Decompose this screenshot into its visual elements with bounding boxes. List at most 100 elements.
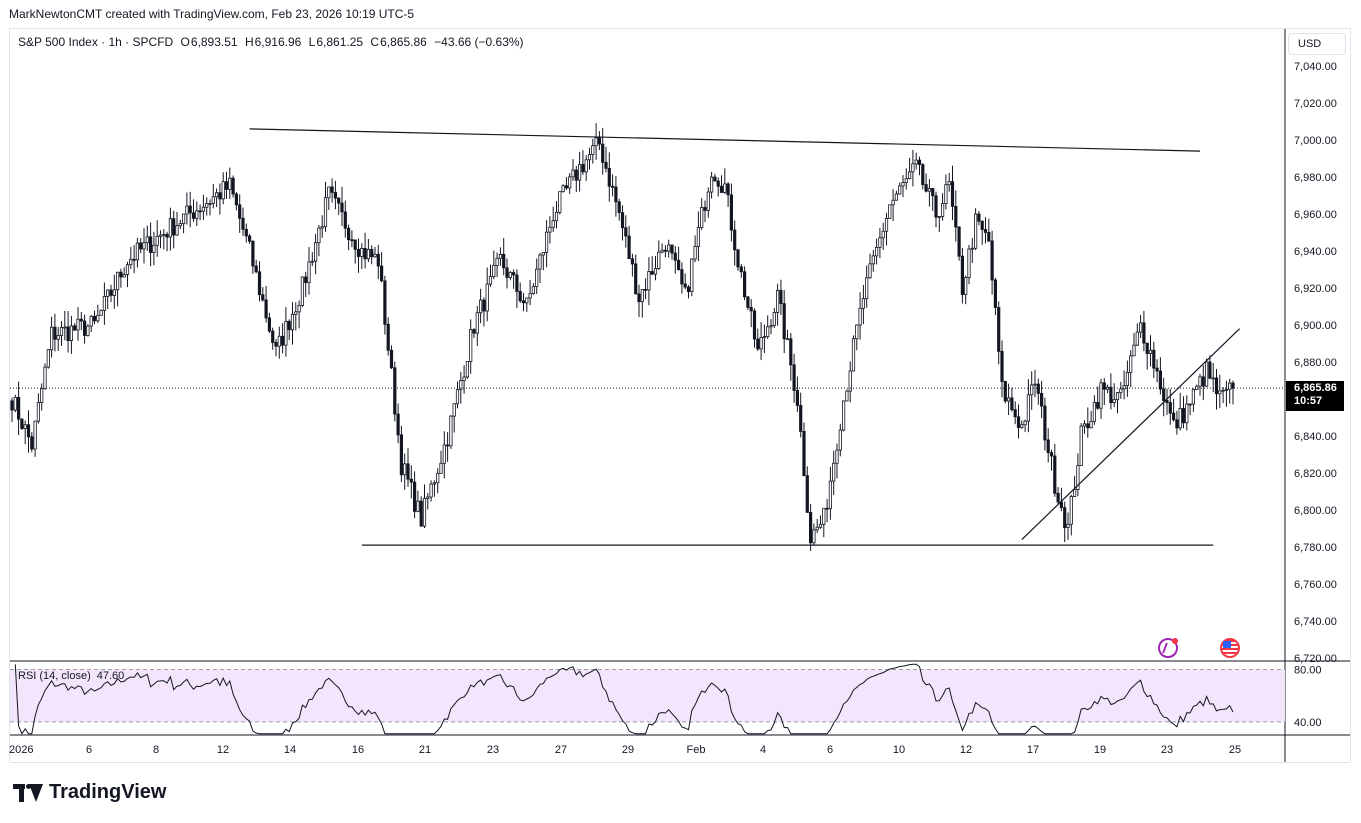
currency-selector[interactable]: USD — [1288, 33, 1346, 55]
candle-body — [538, 254, 542, 270]
candle-body — [521, 300, 526, 304]
candle-body — [478, 299, 483, 314]
candle-body — [36, 402, 41, 422]
time-tick-label: 16 — [352, 744, 364, 756]
candle-body — [224, 181, 229, 190]
candle-body — [683, 283, 687, 288]
candle-body — [891, 199, 895, 206]
candle-body — [43, 366, 47, 390]
candle-body — [667, 244, 671, 252]
candle-body — [967, 248, 971, 279]
candle-body — [30, 436, 34, 450]
candle-body — [1211, 377, 1215, 380]
candle-body — [987, 232, 991, 242]
candle-body — [1049, 452, 1054, 457]
trendline[interactable] — [249, 128, 1201, 152]
candle-body — [812, 529, 816, 544]
candle-body — [650, 271, 654, 275]
candle-body — [759, 337, 763, 350]
candle-body — [445, 444, 450, 447]
candle-body — [304, 276, 308, 284]
candle-body — [86, 325, 90, 336]
candle-body — [1148, 349, 1153, 354]
candle-body — [960, 255, 965, 295]
candle-body — [1152, 349, 1156, 369]
candle-body — [871, 255, 875, 265]
candle-body — [340, 202, 344, 213]
candle-body — [617, 201, 621, 214]
tradingview-logo-icon — [13, 783, 43, 802]
candle-body — [267, 317, 272, 332]
candle-body — [865, 277, 869, 300]
candle-body — [752, 310, 757, 340]
candle-body — [221, 181, 225, 200]
flash-icon[interactable] — [1158, 638, 1178, 658]
time-tick-label: 23 — [1161, 744, 1173, 756]
candle-body — [861, 298, 866, 309]
candle-body — [1053, 455, 1057, 494]
candle-body — [465, 361, 470, 378]
candle-body — [749, 307, 753, 312]
candle-body — [1115, 392, 1120, 401]
candle-body — [611, 185, 615, 188]
candle-body — [561, 185, 565, 193]
candle-body — [657, 251, 661, 269]
candle-body — [587, 154, 592, 161]
candle-body — [634, 263, 638, 295]
candle-body — [594, 137, 598, 147]
candle-body — [264, 299, 268, 319]
candle-body — [528, 293, 532, 299]
candle-body — [904, 178, 908, 183]
candle-body — [152, 244, 156, 253]
candle-body — [99, 309, 103, 316]
candle-body — [964, 277, 968, 295]
candle-body — [122, 274, 126, 278]
candle-body — [409, 478, 413, 483]
candle-body — [16, 396, 21, 420]
candle-body — [254, 265, 258, 273]
candle-body — [422, 498, 427, 527]
candle-body — [568, 176, 572, 189]
candle-body — [419, 500, 423, 527]
candle-body — [1129, 355, 1133, 373]
candle-body — [970, 247, 974, 250]
candle-body — [181, 213, 186, 225]
candle-body — [416, 500, 420, 512]
symbol-legend[interactable]: S&P 500 Index · 1h · SPCFD O6,893.51 H6,… — [18, 35, 524, 49]
candle-body — [353, 239, 357, 250]
candle-body — [485, 283, 489, 312]
candle-body — [686, 286, 691, 293]
candle-body — [432, 482, 437, 485]
trendline[interactable] — [1021, 328, 1241, 541]
candle-body — [875, 247, 879, 257]
candle-body — [294, 311, 298, 315]
candle-body — [228, 177, 232, 190]
candle-body — [195, 210, 199, 219]
time-tick-label: 10 — [893, 744, 905, 756]
bar-countdown: 10:57 — [1294, 395, 1323, 407]
time-tick-label: 29 — [622, 744, 634, 756]
low-label: L — [308, 35, 316, 49]
candle-body — [495, 257, 499, 266]
candle-body — [1023, 420, 1027, 426]
us-flag-icon[interactable] — [1220, 638, 1240, 658]
tradingview-logo[interactable]: TradingView — [13, 781, 166, 804]
candle-body — [112, 289, 116, 296]
candle-body — [766, 326, 770, 337]
candle-body — [231, 177, 235, 195]
candle-body — [1109, 386, 1113, 404]
candle-body — [343, 211, 347, 229]
candle-body — [653, 268, 658, 275]
candle-body — [703, 207, 707, 211]
candle-body — [950, 181, 955, 207]
candle-body — [33, 420, 37, 450]
candle-body — [426, 496, 430, 499]
candle-body — [729, 194, 734, 231]
rsi-legend[interactable]: RSI (14, close) 47.60 — [18, 670, 124, 682]
candle-body — [505, 267, 509, 278]
candle-body — [370, 248, 374, 258]
candle-body — [901, 182, 905, 187]
open-label: O — [180, 35, 190, 49]
candle-body — [1063, 507, 1067, 528]
